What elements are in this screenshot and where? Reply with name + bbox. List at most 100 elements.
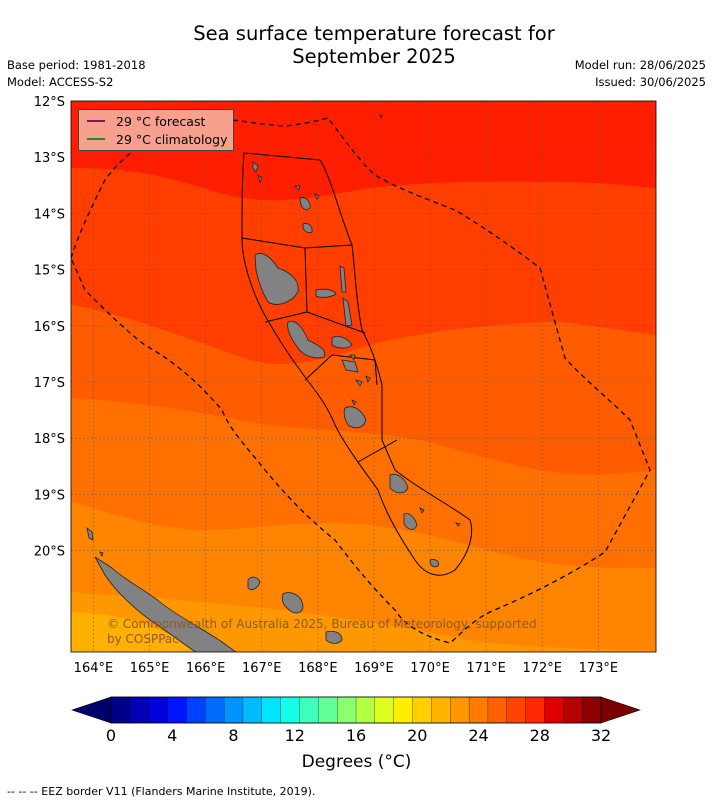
colorbar-cell [167, 696, 187, 724]
loyalty-lifou [281, 592, 304, 614]
colorbar-tick-label: 0 [106, 726, 116, 745]
colorbar-cell [431, 696, 451, 724]
colorbar-cell [468, 696, 489, 724]
ambrym [331, 336, 353, 349]
lon-tick-label: 169°E [354, 661, 394, 676]
colorbar-cell [355, 696, 376, 724]
lon-tick-label: 170°E [410, 661, 450, 676]
epi [341, 359, 359, 373]
colorbar-over-arrow [600, 696, 641, 724]
lat-tick-label: 20°S [34, 545, 65, 560]
legend-climatology-label: 29 °C climatology [116, 131, 228, 147]
colorbar-cell [337, 696, 357, 724]
colorbar-cell [261, 696, 282, 724]
graticule [71, 101, 656, 652]
colorbar-cell [412, 696, 432, 724]
colorbar-cell [280, 696, 300, 724]
model-run: Model run: 28/06/2025 [574, 58, 706, 72]
sst-band-25-26 [71, 592, 656, 652]
ambae [315, 288, 337, 298]
sst-band-24-25 [71, 612, 210, 652]
title-line-2: September 2025 [292, 45, 456, 68]
lon-tick-label: 168°E [298, 661, 338, 676]
loyalty-ouvea [247, 576, 261, 590]
colorbar-cell [205, 696, 225, 724]
colorbar-tick-label: 24 [468, 726, 488, 745]
lon-tick-label: 167°E [242, 661, 282, 676]
colorbar-cell [563, 696, 583, 724]
colorbar-cell [487, 696, 508, 724]
colorbar-cell [318, 696, 338, 724]
lon-tick-label: 164°E [74, 661, 114, 676]
colorbar-cell [393, 696, 413, 724]
legend-climatology: 29 °C climatology [87, 130, 228, 148]
metadata-right: Model run: 28/06/2025 Issued: 30/06/2025 [575, 57, 706, 91]
lon-tick-label: 173°E [579, 661, 619, 676]
lat-tick-label: 18°S [34, 432, 65, 447]
legend-forecast-label: 29 °C forecast [116, 113, 206, 129]
metadata-left: Base period: 1981-2018 Model: ACCESS-S2 [7, 57, 146, 91]
lat-tick-label: 14°S [34, 207, 65, 222]
new-caledonia [94, 556, 237, 652]
erromango [389, 473, 409, 494]
legend-forecast: 29 °C forecast [87, 112, 205, 130]
base-period: Base period: 1981-2018 [7, 58, 146, 72]
colorbar-cell [450, 696, 470, 724]
longitude-labels: 164°E 165°E 166°E 167°E 168°E 169°E 170°E 171°E… [74, 661, 618, 676]
loyalty-mare [325, 630, 343, 644]
malekula [287, 320, 326, 359]
vanua-lava [302, 223, 313, 233]
climatology-line-swatch [87, 138, 105, 140]
colorbar-under-arrow [71, 696, 112, 724]
colorbar-tick-label: 20 [407, 726, 427, 745]
copyright-notice: © Commonwealth of Australia 2025, Bureau… [107, 617, 537, 646]
colorbar-tick-label: 12 [285, 726, 305, 745]
colorbar-cell [223, 696, 244, 724]
eez-border [71, 117, 651, 644]
colorbar-cell [186, 696, 206, 724]
lon-tick-label: 171°E [466, 661, 506, 676]
colorbar-label: Degrees (°C) [301, 752, 412, 772]
landmasses [86, 114, 461, 652]
gaua [299, 197, 311, 210]
aneityum [429, 559, 439, 568]
map-title: Sea surface temperature forecast for Sep… [0, 22, 713, 68]
colorbar-tick-label: 16 [346, 726, 366, 745]
title-line-1: Sea surface temperature forecast for [193, 22, 555, 45]
colorbar-cell [506, 696, 527, 724]
colorbar-cell [582, 696, 602, 724]
lat-tick-label: 15°S [34, 264, 65, 279]
maewo [339, 265, 347, 293]
lon-tick-label: 172°E [522, 661, 562, 676]
colorbar-cells [110, 696, 602, 724]
latitude-labels: 12°S 13°S 14°S 15°S 16°S 17°S 18°S 19°S 20°S [34, 95, 65, 560]
colorbar-tick-labels: 0 4 8 12 16 20 24 28 32 [106, 726, 611, 745]
colorbar-cell [110, 696, 131, 724]
sst-field [71, 101, 656, 652]
colorbar-cell [374, 696, 395, 724]
lon-tick-label: 165°E [130, 661, 170, 676]
lat-tick-label: 17°S [34, 376, 65, 391]
issued-date: Issued: 30/06/2025 [595, 75, 706, 89]
colorbar-cell [242, 696, 263, 724]
colorbar-tick-label: 4 [167, 726, 177, 745]
lat-tick-label: 19°S [34, 488, 65, 503]
colorbar-cell [148, 696, 168, 724]
colorbar-cell [129, 696, 150, 724]
forecast-line-swatch [87, 120, 105, 122]
map-frame [70, 100, 657, 653]
lat-tick-label: 16°S [34, 320, 65, 335]
lat-tick-label: 12°S [34, 95, 65, 110]
colorbar-tick-label: 32 [591, 726, 611, 745]
tanna [403, 513, 418, 530]
colorbar-cell [544, 696, 564, 724]
colorbar-tick-label: 28 [530, 726, 550, 745]
colorbar-cell [299, 696, 319, 724]
lat-tick-label: 13°S [34, 151, 65, 166]
pentecost [342, 297, 353, 327]
eez-footnote: -- -- -- EEZ border V11 (Flanders Marine… [7, 785, 316, 798]
lon-tick-label: 166°E [186, 661, 226, 676]
contour-legend: 29 °C forecast 29 °C climatology [78, 109, 234, 151]
